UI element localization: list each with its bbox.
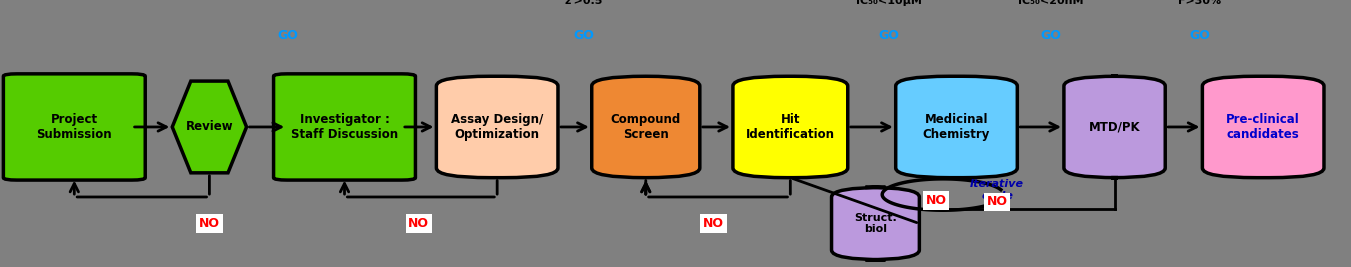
Text: z'>0.5: z'>0.5 — [565, 0, 603, 6]
Text: Investigator :
Staff Discussion: Investigator : Staff Discussion — [290, 113, 399, 141]
Text: Compound
Screen: Compound Screen — [611, 113, 681, 141]
Text: Hit
Identification: Hit Identification — [746, 113, 835, 141]
Text: MTD/PK: MTD/PK — [1089, 120, 1140, 134]
FancyBboxPatch shape — [436, 76, 558, 178]
Text: Medicinal
Chemistry: Medicinal Chemistry — [923, 113, 990, 141]
Text: GO: GO — [1189, 29, 1210, 42]
Text: NO: NO — [199, 217, 220, 230]
Text: NO: NO — [408, 217, 430, 230]
Text: NO: NO — [925, 194, 947, 207]
Text: Review: Review — [185, 120, 234, 134]
FancyBboxPatch shape — [832, 187, 920, 260]
Text: IC₅₀<20nM: IC₅₀<20nM — [1019, 0, 1084, 6]
Text: Iterative
cycle: Iterative cycle — [970, 179, 1024, 201]
Text: Pre-clinical
candidates: Pre-clinical candidates — [1227, 113, 1300, 141]
FancyBboxPatch shape — [732, 76, 848, 178]
Text: NO: NO — [703, 217, 724, 230]
Text: GO: GO — [277, 29, 299, 42]
Text: Struct.
biol: Struct. biol — [854, 213, 897, 234]
FancyBboxPatch shape — [3, 74, 146, 180]
Text: NO: NO — [986, 195, 1008, 208]
Text: GO: GO — [1040, 29, 1062, 42]
Text: GO: GO — [573, 29, 594, 42]
Text: F>30%: F>30% — [1178, 0, 1221, 6]
Text: GO: GO — [878, 29, 900, 42]
Polygon shape — [173, 81, 246, 173]
Text: Project
Submission: Project Submission — [36, 113, 112, 141]
FancyBboxPatch shape — [1063, 76, 1165, 178]
Text: Assay Design/
Optimization: Assay Design/ Optimization — [451, 113, 543, 141]
FancyBboxPatch shape — [273, 74, 416, 180]
FancyBboxPatch shape — [1202, 76, 1324, 178]
FancyBboxPatch shape — [896, 76, 1017, 178]
Text: IC₅₀<10μM: IC₅₀<10μM — [857, 0, 921, 6]
FancyBboxPatch shape — [592, 76, 700, 178]
